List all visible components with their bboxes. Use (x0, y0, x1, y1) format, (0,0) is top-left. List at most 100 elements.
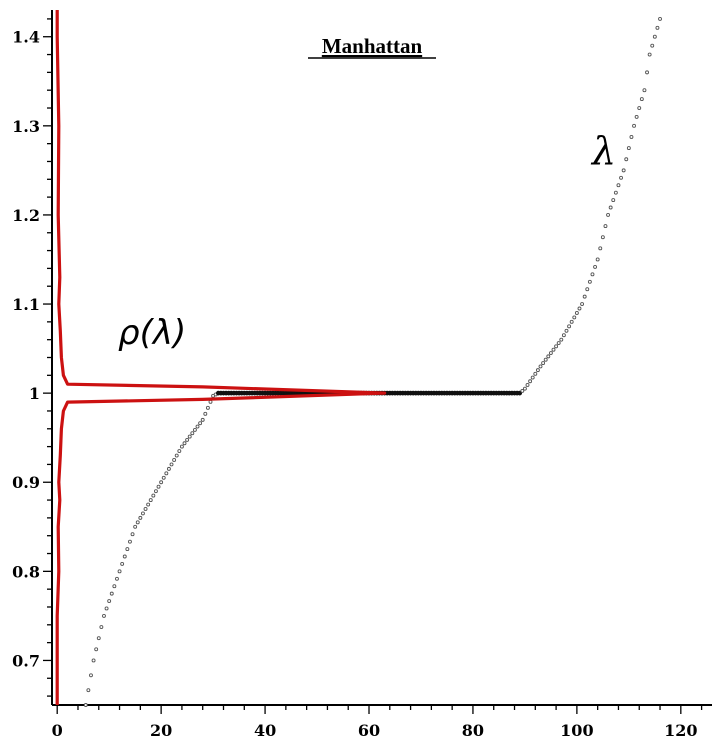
lambda-point (182, 441, 187, 446)
lambda-point (164, 471, 169, 476)
lambda-point (107, 599, 112, 603)
lambda-point (624, 157, 629, 162)
y-tick-label: 1.4 (12, 28, 40, 47)
lambda-point (613, 190, 618, 195)
lambda-point (525, 383, 530, 387)
lambda-point (634, 114, 639, 119)
lambda-point (208, 399, 213, 404)
lambda-point (556, 341, 561, 345)
lambda-point (112, 584, 117, 589)
axes: 0.7 0.8 0.9 1 1.1 1.2 1.3 1.4 0 20 40 60 80 100 120 (12, 10, 712, 740)
lambda-point (133, 524, 138, 529)
lambda-point (600, 235, 605, 240)
lambda-point (205, 405, 210, 410)
lambda-point (528, 379, 533, 384)
lambda-point (574, 310, 579, 315)
lambda-point (128, 539, 132, 544)
chart-title: Manhattan (322, 34, 423, 58)
lambda-point (655, 25, 660, 30)
rho-annotation: ρ(λ) (118, 313, 186, 353)
lambda-point (530, 375, 535, 380)
lambda-point (187, 434, 192, 439)
lambda-point (567, 324, 572, 329)
lambda-point (122, 554, 127, 559)
lambda-point (179, 444, 184, 449)
x-tick-label: 0 (52, 721, 63, 740)
lambda-point (585, 287, 590, 292)
lambda-point (190, 431, 195, 436)
lambda-point (647, 52, 652, 57)
lambda-point (611, 198, 616, 203)
lambda-point (94, 647, 99, 652)
lambda-point (174, 453, 179, 458)
lambda-point (192, 427, 197, 432)
x-tick-label: 40 (254, 721, 276, 740)
x-tick-label: 100 (560, 721, 593, 740)
lambda-point (125, 547, 130, 552)
lambda-point (109, 591, 114, 596)
y-tick-label: 1.3 (12, 117, 40, 136)
y-tick-label: 1.2 (12, 206, 40, 225)
lambda-point (140, 511, 145, 516)
density-curve (55, 10, 387, 705)
lambda-point (619, 175, 624, 180)
lambda-point (146, 502, 151, 507)
lambda-point (102, 613, 106, 618)
lambda-point (652, 34, 657, 39)
lambda-point (177, 449, 182, 454)
lambda-point (548, 351, 553, 355)
lambda-point (115, 576, 119, 581)
lambda-point (156, 484, 161, 489)
lambda-point (522, 386, 527, 391)
lambda-point (603, 224, 608, 229)
lambda-point (637, 106, 642, 110)
lambda-point (166, 466, 171, 471)
y-tick-label: 0.9 (12, 473, 40, 492)
lambda-point (590, 272, 595, 277)
lambda-point (520, 388, 525, 393)
lambda-point (587, 279, 592, 284)
lambda-point (538, 364, 543, 369)
x-tick-label: 120 (664, 721, 697, 740)
lambda-point (153, 489, 158, 494)
lambda-point (645, 70, 649, 75)
lambda-point (185, 437, 190, 442)
lambda-point (593, 264, 598, 269)
lambda-point (148, 498, 153, 503)
lambda-point (546, 354, 551, 359)
lambda-point (559, 337, 564, 342)
lambda-point (91, 658, 96, 663)
lambda-point (632, 123, 636, 128)
lambda-point (535, 368, 540, 373)
lambda-point (169, 462, 174, 467)
x-tick-label: 80 (462, 721, 484, 740)
lambda-point (533, 371, 538, 376)
lambda-point (639, 97, 644, 102)
lambda-point (161, 475, 166, 480)
lambda-point (598, 246, 603, 251)
series-layer (55, 10, 662, 707)
lambda-point (120, 561, 125, 566)
lambda-point (543, 357, 548, 362)
lambda-point (203, 411, 208, 416)
lambda-point (86, 688, 91, 693)
lambda-point (595, 257, 600, 262)
lambda-point (200, 417, 205, 422)
lambda-point (517, 390, 523, 396)
lambda-point (104, 606, 109, 611)
lambda-point (554, 344, 559, 349)
lambda-point (577, 306, 582, 311)
y-tick-label: 1.1 (12, 295, 40, 314)
lambda-point (135, 520, 140, 525)
lambda-point (621, 168, 626, 173)
y-tick-label: 0.8 (12, 562, 40, 581)
lambda-point (606, 212, 611, 217)
lambda-point (650, 43, 655, 48)
lambda-point (551, 347, 556, 352)
lambda-point (642, 88, 647, 93)
y-tick-label: 1 (29, 384, 40, 403)
lambda-point (96, 636, 101, 641)
lambda-point (151, 493, 156, 498)
lambda-point (138, 515, 143, 520)
